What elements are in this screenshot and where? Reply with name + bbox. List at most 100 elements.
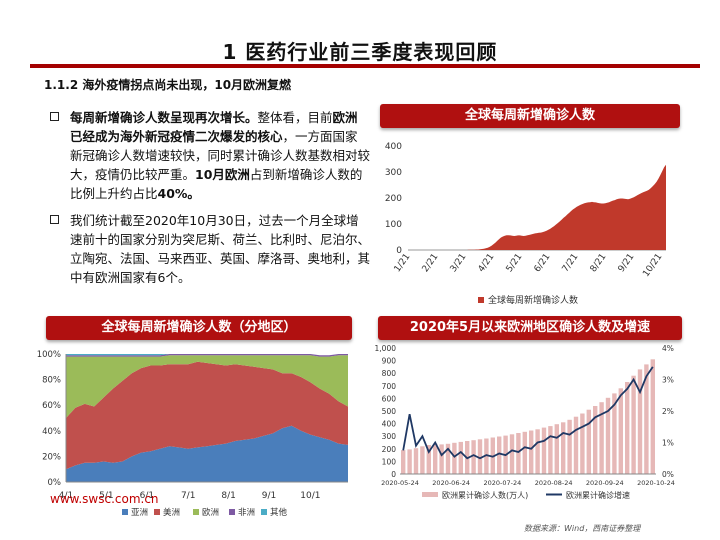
bullet-1-text-a: 整体看，目前 xyxy=(257,110,333,125)
y-tick-label: 100% xyxy=(37,350,61,360)
legend-label: 全球每周新增确诊人数 xyxy=(488,294,578,306)
cases-bar xyxy=(484,438,489,474)
cases-bar xyxy=(433,443,438,474)
cases-bar xyxy=(452,442,457,474)
chart2-header: 全球每周新增确诊人数（分地区） xyxy=(46,316,352,340)
x-tick-label: 5/21 xyxy=(505,252,525,274)
cases-bar xyxy=(477,439,483,474)
legend-swatch xyxy=(261,509,267,515)
x-tick-label: 8/1 xyxy=(221,491,235,501)
y-right-tick-label: 4% xyxy=(662,344,674,353)
legend-swatch xyxy=(229,509,235,515)
cases-bar xyxy=(618,388,623,474)
bullet-list: 每周新增确诊人数呈现再次增长。整体看，目前欧洲已经成为海外新冠疫情二次爆发的核心… xyxy=(48,108,370,295)
legend-swatch-bars xyxy=(422,492,438,497)
bullet-1-text-c: 占到新增确诊人数的比例上升约占比 xyxy=(70,167,363,201)
cases-bar xyxy=(541,427,547,474)
cases-bar xyxy=(497,436,502,474)
series-area-0 xyxy=(66,425,348,482)
x-tick-label: 2020-06-24 xyxy=(432,479,470,487)
bullet-1-emphasis: 欧洲已经成为海外新冠疫情二次爆发的核心 xyxy=(70,110,358,144)
cases-bar xyxy=(426,445,431,474)
bullet-1-lead: 每周新增确诊人数呈现再次增长。 xyxy=(70,110,258,125)
x-tick-label: 10/1 xyxy=(300,491,320,501)
cases-bar xyxy=(573,416,579,474)
cases-bar xyxy=(650,359,655,474)
cases-bar xyxy=(548,426,553,474)
y-tick-label: 200 xyxy=(385,194,402,204)
legend-label: 欧洲累计确诊人数(万人) xyxy=(442,490,528,500)
x-tick-label: 7/1 xyxy=(181,491,195,501)
cases-bar xyxy=(637,369,643,474)
cases-bar xyxy=(625,382,630,474)
cases-bar xyxy=(413,448,419,474)
cases-bar xyxy=(420,446,425,474)
cases-bar xyxy=(445,443,451,474)
cases-bar xyxy=(561,422,566,474)
slide-title: 1 医药行业前三季度表现回顾 xyxy=(222,40,498,64)
cases-bar xyxy=(605,397,611,474)
y-left-tick-label: 700 xyxy=(382,382,397,391)
cases-bar xyxy=(644,364,649,474)
cases-bar xyxy=(586,409,591,474)
y-right-tick-label: 3% xyxy=(662,376,674,385)
y-tick-label: 300 xyxy=(385,168,402,178)
y-right-tick-label: 0% xyxy=(662,470,674,479)
bullet-1-text-b: ，一方面国家新冠确诊人数增速较快，同时累计确诊人数基数相对较大，疫情仍比较严重。 xyxy=(70,129,371,182)
cases-bar xyxy=(529,430,534,474)
y-left-tick-label: 300 xyxy=(382,432,397,441)
europe-cases-chart: 0 100 200 300 400 500 600 700 800 900 1,000 0% 1% 2% 3… xyxy=(375,344,675,500)
cases-bar xyxy=(567,419,572,474)
weekly-cases-area xyxy=(408,164,666,250)
y-tick-label: 0% xyxy=(48,478,62,488)
x-tick-label: 2020-09-24 xyxy=(586,479,624,487)
cases-bar xyxy=(593,406,598,474)
cases-bar xyxy=(407,449,412,474)
x-tick-label: 9/1 xyxy=(262,491,276,501)
legend-label: 欧洲 xyxy=(202,507,219,518)
y-tick-label: 60% xyxy=(42,401,61,411)
legend-label: 非洲 xyxy=(238,507,255,518)
y-tick-label: 400 xyxy=(385,142,402,152)
cases-bar xyxy=(401,450,406,474)
bullet-1-europe-oct: 10月欧洲 xyxy=(195,167,250,182)
cases-bar xyxy=(439,444,444,474)
y-left-tick-label: 500 xyxy=(382,407,397,416)
cases-bar xyxy=(522,431,527,474)
cases-bar xyxy=(599,402,604,474)
x-tick-label: 2020-10-24 xyxy=(637,479,675,487)
cases-bar xyxy=(509,434,515,474)
square-bullet-icon xyxy=(50,215,59,224)
cases-bar xyxy=(554,424,559,474)
y-left-tick-label: 900 xyxy=(382,357,397,366)
x-tick-label: 5/1 xyxy=(99,491,113,501)
title-divider xyxy=(30,64,700,68)
x-tick-label: 2/21 xyxy=(421,252,441,274)
cases-bar xyxy=(516,433,521,474)
y-left-tick-label: 100 xyxy=(382,457,397,466)
chart1-header: 全球每周新增确诊人数 xyxy=(380,104,680,128)
section-subtitle: 1.1.2 海外疫情拐点尚未出现，10月欧洲复燃 xyxy=(44,78,292,92)
x-tick-label: 6/1 xyxy=(140,491,154,501)
legend-swatch xyxy=(193,509,199,515)
cases-bar xyxy=(580,413,585,474)
legend-label: 其他 xyxy=(270,507,288,518)
y-right-tick-label: 1% xyxy=(662,439,674,448)
x-tick-label: 9/21 xyxy=(617,252,637,274)
x-tick-label: 2020-05-24 xyxy=(381,479,419,487)
bullet-item-1: 每周新增确诊人数呈现再次增长。整体看，目前欧洲已经成为海外新冠疫情二次爆发的核心… xyxy=(48,108,370,203)
x-tick-label: 4/1 xyxy=(59,491,73,501)
y-left-tick-label: 400 xyxy=(382,420,397,429)
y-tick-label: 0 xyxy=(396,246,402,256)
legend-swatch xyxy=(154,509,160,515)
y-left-tick-label: 200 xyxy=(382,445,397,454)
bullet-item-2: 我们统计截至2020年10月30日，过去一个月全球增速前十的国家分别为突尼斯、荷… xyxy=(48,211,370,287)
legend-label: 美洲 xyxy=(163,507,180,518)
y-left-tick-label: 600 xyxy=(382,394,397,403)
x-tick-label: 3/21 xyxy=(449,252,469,274)
cases-bar xyxy=(535,429,540,474)
data-source-note: 数据来源：Wind，西南证券整理 xyxy=(524,524,641,533)
x-tick-label: 6/21 xyxy=(533,252,553,274)
bullet-2-text: 我们统计截至2020年10月30日，过去一个月全球增速前十的国家分别为突尼斯、荷… xyxy=(70,213,371,285)
